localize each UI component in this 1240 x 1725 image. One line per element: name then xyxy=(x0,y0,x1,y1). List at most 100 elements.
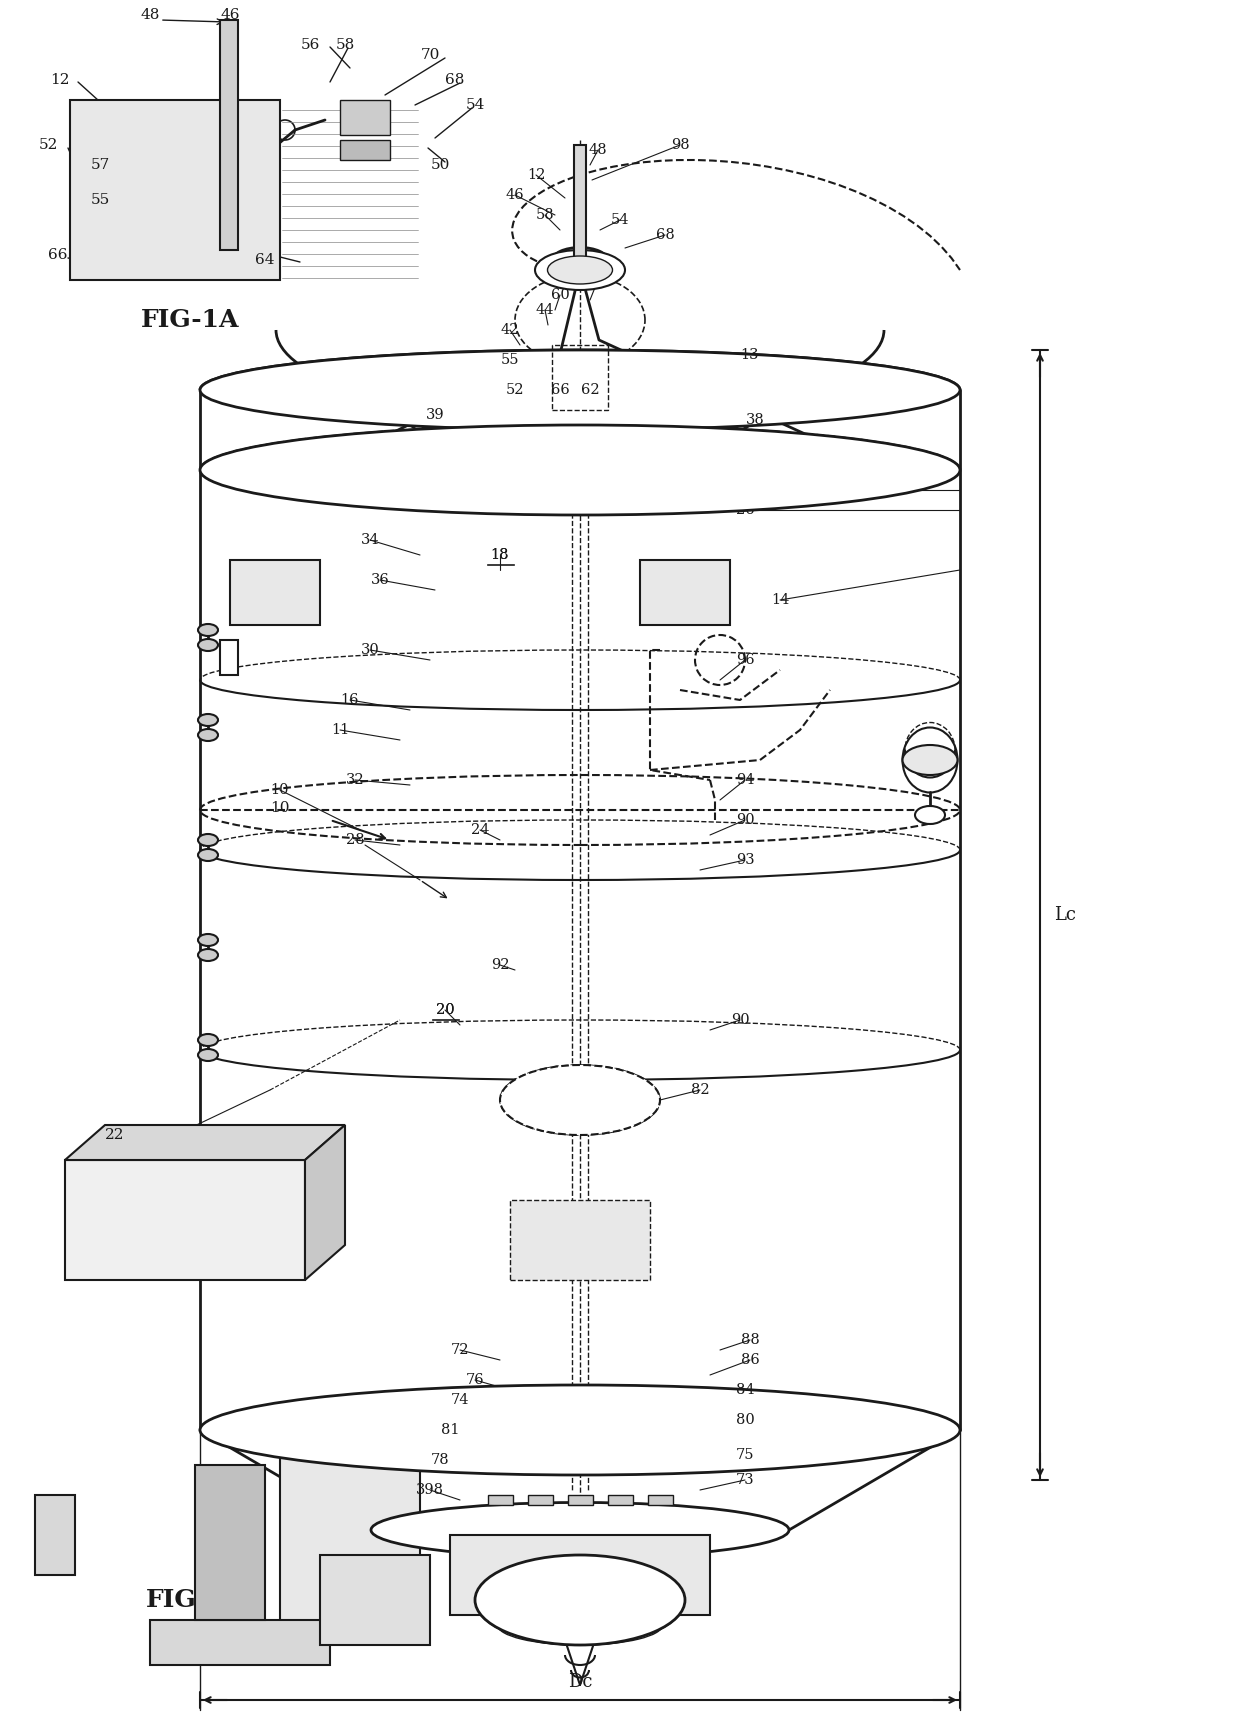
Text: 32: 32 xyxy=(346,773,365,787)
Text: 55: 55 xyxy=(91,193,109,207)
Text: 54: 54 xyxy=(611,212,629,228)
Text: 11: 11 xyxy=(331,723,350,737)
Polygon shape xyxy=(280,1446,420,1625)
Text: 46: 46 xyxy=(221,9,239,22)
Text: 90: 90 xyxy=(730,1013,749,1026)
Text: 10: 10 xyxy=(270,783,289,797)
Ellipse shape xyxy=(200,350,960,430)
Text: 56: 56 xyxy=(300,38,320,52)
Text: Dc: Dc xyxy=(568,1673,593,1690)
Text: 60: 60 xyxy=(551,288,569,302)
Text: 80: 80 xyxy=(735,1413,754,1427)
Text: 50: 50 xyxy=(430,159,450,172)
Text: 40: 40 xyxy=(745,433,764,447)
Ellipse shape xyxy=(371,1502,789,1558)
Bar xyxy=(640,561,730,624)
Ellipse shape xyxy=(198,833,218,845)
Text: 398: 398 xyxy=(415,1484,444,1497)
Text: 98: 98 xyxy=(671,138,689,152)
Bar xyxy=(649,1496,673,1504)
Text: 66: 66 xyxy=(48,248,68,262)
Ellipse shape xyxy=(198,949,218,961)
Text: 93: 93 xyxy=(735,852,754,868)
Polygon shape xyxy=(320,1554,430,1646)
Text: 57: 57 xyxy=(91,159,109,172)
Text: 76: 76 xyxy=(466,1373,485,1387)
Text: 44: 44 xyxy=(536,304,554,317)
Ellipse shape xyxy=(200,424,960,516)
Text: 48: 48 xyxy=(589,143,608,157)
Text: 78: 78 xyxy=(430,1452,449,1466)
Text: 36: 36 xyxy=(371,573,389,586)
Text: 92: 92 xyxy=(491,957,510,971)
Ellipse shape xyxy=(548,255,613,285)
Polygon shape xyxy=(195,1465,265,1620)
Text: 39: 39 xyxy=(425,409,444,423)
Text: 52: 52 xyxy=(506,383,525,397)
Text: 74: 74 xyxy=(451,1394,469,1408)
Polygon shape xyxy=(64,1125,345,1159)
Text: 62: 62 xyxy=(580,383,599,397)
Text: FIG-1: FIG-1 xyxy=(145,1589,224,1611)
Text: 26: 26 xyxy=(735,504,754,518)
Ellipse shape xyxy=(198,1049,218,1061)
Text: 18: 18 xyxy=(491,549,510,562)
Text: 20: 20 xyxy=(435,1002,454,1018)
Ellipse shape xyxy=(198,933,218,945)
Polygon shape xyxy=(69,100,280,279)
Text: 70: 70 xyxy=(420,48,440,62)
Bar xyxy=(340,140,391,160)
Text: FIG-1A: FIG-1A xyxy=(141,309,239,331)
Text: 46: 46 xyxy=(506,188,525,202)
Text: 52: 52 xyxy=(38,138,58,152)
Ellipse shape xyxy=(200,1385,960,1475)
Text: 38: 38 xyxy=(745,412,764,428)
Text: 34: 34 xyxy=(361,533,379,547)
Text: 58: 58 xyxy=(536,209,554,223)
Text: 54: 54 xyxy=(465,98,485,112)
Text: 12: 12 xyxy=(51,72,69,86)
Text: 10: 10 xyxy=(270,800,290,814)
Polygon shape xyxy=(64,1159,305,1280)
Text: 18: 18 xyxy=(491,549,510,562)
Bar xyxy=(552,345,608,411)
Text: 14: 14 xyxy=(771,593,789,607)
Polygon shape xyxy=(35,1496,74,1575)
Bar xyxy=(340,100,391,135)
Bar xyxy=(489,1496,513,1504)
Text: 84: 84 xyxy=(735,1383,754,1397)
Text: 55: 55 xyxy=(501,354,520,367)
Ellipse shape xyxy=(475,1554,684,1646)
Text: 15: 15 xyxy=(735,483,754,497)
Text: 58: 58 xyxy=(335,38,355,52)
Ellipse shape xyxy=(198,1033,218,1045)
Text: Lc: Lc xyxy=(1054,906,1076,925)
Polygon shape xyxy=(150,1620,330,1665)
Bar xyxy=(229,561,320,624)
Text: 48: 48 xyxy=(140,9,160,22)
Text: 94: 94 xyxy=(735,773,754,787)
Text: 72: 72 xyxy=(451,1344,469,1358)
Ellipse shape xyxy=(553,247,608,273)
Bar xyxy=(219,640,238,674)
Text: 86: 86 xyxy=(740,1352,759,1366)
Text: 12: 12 xyxy=(527,167,546,183)
Text: 82: 82 xyxy=(691,1083,709,1097)
Text: 66: 66 xyxy=(551,383,569,397)
Bar xyxy=(219,21,238,250)
Text: 81: 81 xyxy=(440,1423,459,1437)
Text: 88: 88 xyxy=(740,1333,759,1347)
Text: 22: 22 xyxy=(105,1128,125,1142)
Text: 20: 20 xyxy=(435,1002,454,1018)
Ellipse shape xyxy=(198,730,218,742)
Ellipse shape xyxy=(500,1064,660,1135)
Bar xyxy=(608,1496,632,1504)
Text: 68: 68 xyxy=(656,228,675,242)
Bar xyxy=(450,1535,711,1615)
Text: 64: 64 xyxy=(255,254,275,267)
Text: 42: 42 xyxy=(501,323,520,336)
Ellipse shape xyxy=(198,624,218,637)
Text: 96: 96 xyxy=(735,654,754,668)
Polygon shape xyxy=(305,1125,345,1280)
Bar xyxy=(574,145,587,266)
